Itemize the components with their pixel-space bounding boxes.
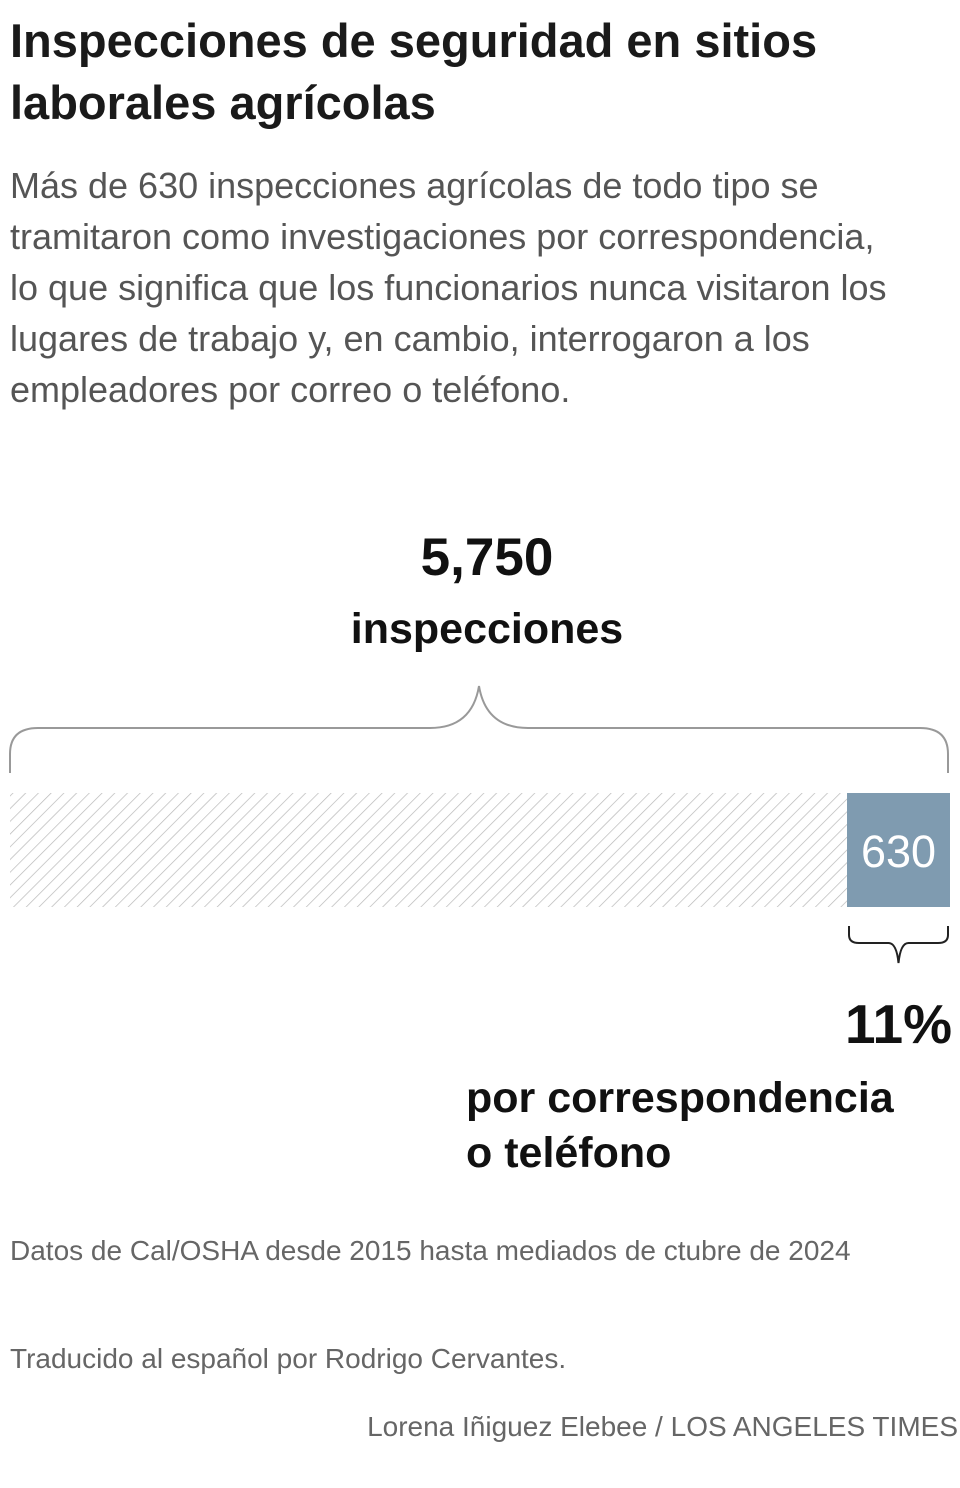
chart: 5,750 inspecciones 630 11% por correspon…	[9, 528, 952, 1177]
bar-segment-1	[10, 793, 848, 907]
total-value-label: 5,750	[421, 528, 554, 587]
total-unit-label: inspecciones	[351, 605, 623, 653]
highlight-desc-line-1: por correspondencia	[466, 1074, 895, 1122]
highlight-brace	[848, 926, 949, 964]
credit-line: Lorena Iñiguez Elebee / LOS ANGELES TIME…	[367, 1411, 958, 1442]
chart-subtitle: Más de 630 inspecciones agrícolas de tod…	[10, 165, 887, 410]
stacked-bar: 630	[10, 793, 950, 907]
highlight-percent-label: 11%	[845, 993, 952, 1055]
source-note: Datos de Cal/OSHA desde 2015 hasta media…	[10, 1235, 851, 1266]
total-brace	[9, 685, 949, 773]
bar-segment-2-value-label: 630	[861, 826, 936, 877]
translation-note: Traducido al español por Rodrigo Cervant…	[10, 1343, 567, 1374]
highlight-desc-line-2: o teléfono	[466, 1129, 671, 1177]
chart-title: Inspecciones de seguridad en sitios labo…	[10, 14, 818, 129]
bar-segment-2	[847, 793, 950, 907]
